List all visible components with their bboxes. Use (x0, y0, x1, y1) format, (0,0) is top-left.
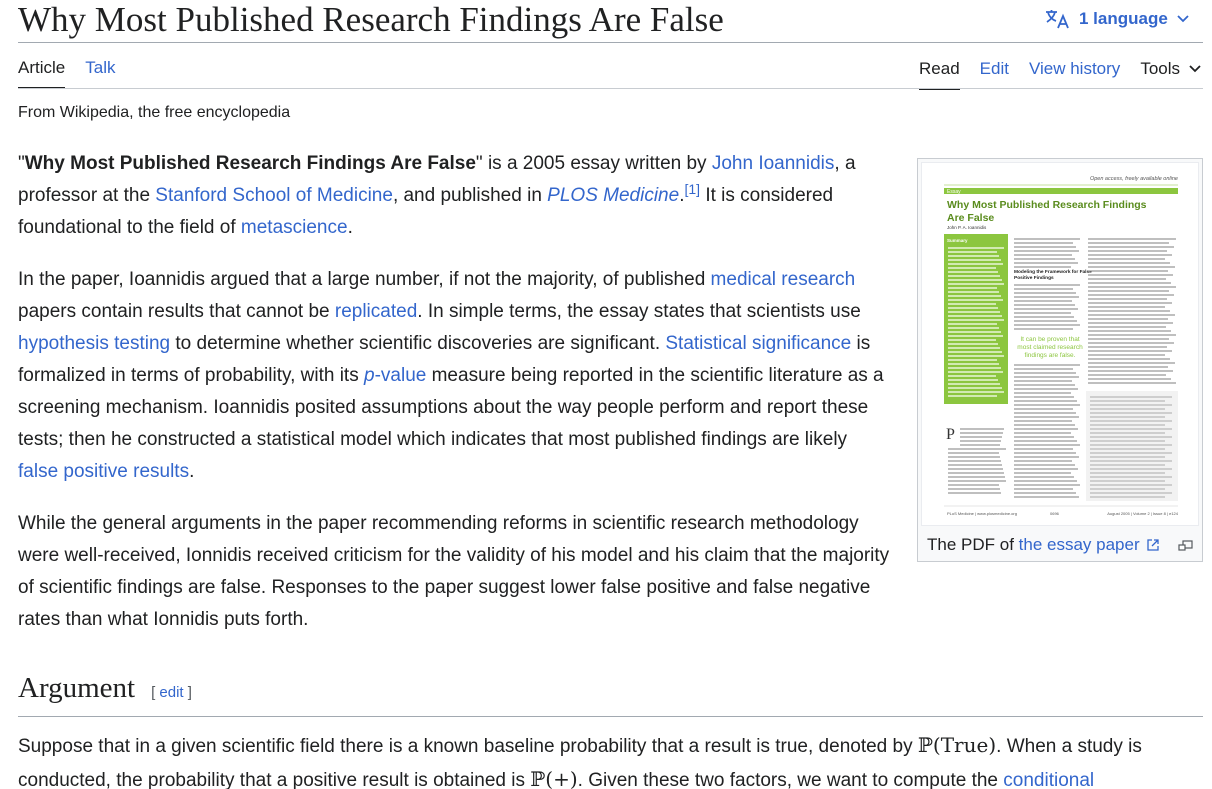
pdf-page-image: Open access, freely available online Ess… (922, 163, 1198, 525)
text: to determine whether scientific discover… (170, 333, 666, 354)
text: " (18, 153, 25, 174)
namespace-tabs: Article Talk (18, 57, 116, 89)
section-heading-argument: Argument [ edit ] (18, 672, 192, 712)
tabs-divider (18, 88, 1203, 89)
text: , a professor at the (18, 153, 856, 206)
site-tagline: From Wikipedia, the free encyclopedia (18, 104, 291, 121)
svg-text:Modeling the Framework for Fal: Modeling the Framework for False (1014, 269, 1092, 275)
svg-text:P: P (946, 426, 955, 443)
pdf-footer-mid: 0696 (1050, 511, 1060, 516)
pdf-author: John P. A. Ioannidis (947, 225, 987, 230)
pdf-kind: Essay (947, 189, 961, 195)
math-p-true: ℙ(True) (917, 733, 997, 757)
page-title: Why Most Published Research Findings Are… (18, 0, 724, 39)
edit-bracket-close: ] (183, 684, 192, 701)
link-essay-paper[interactable]: the essay paper (1018, 535, 1140, 554)
link-john-ioannidis[interactable]: John Ioannidis (711, 153, 835, 174)
link-false-positive-results[interactable]: false positive results (18, 461, 190, 482)
reference-1[interactable]: [1] (684, 181, 701, 197)
article-intro: "Why Most Published Research Findings Ar… (18, 148, 890, 656)
link-plos-medicine[interactable]: PLOS Medicine (547, 185, 680, 206)
text: . (347, 217, 353, 238)
text: . (679, 185, 685, 206)
section-title: Argument (18, 672, 136, 704)
link-replicated[interactable]: replicated (334, 301, 418, 322)
link-conditional[interactable]: conditional (1003, 770, 1095, 789)
enlarge-icon[interactable] (1178, 534, 1193, 560)
tools-label: Tools (1140, 59, 1180, 78)
text: " is a 2005 essay written by (475, 153, 712, 174)
tab-read[interactable]: Read (919, 59, 960, 90)
svg-text:findings are false.: findings are false. (1025, 352, 1076, 359)
text: It is considered foundational to the fie… (18, 185, 834, 238)
intro-paragraph-1: "Why Most Published Research Findings Ar… (18, 148, 890, 244)
text: . In simple terms, the essay states that… (417, 301, 861, 322)
title-divider (18, 42, 1203, 43)
p-value-suffix: -value (374, 365, 427, 386)
bold-title: Why Most Published Research Findings Are… (24, 153, 476, 174)
svg-text:It can be proven that: It can be proven that (1020, 336, 1079, 343)
tools-menu[interactable]: Tools (1140, 59, 1202, 79)
intro-paragraph-3: While the general arguments in the paper… (18, 513, 890, 630)
text: . Given these two factors, we want to co… (577, 770, 1004, 789)
translate-icon (1045, 9, 1071, 29)
text: . When a study is conducted, the probabi… (18, 736, 1142, 789)
edit-bracket-open: [ (151, 684, 160, 701)
text: . (189, 461, 195, 482)
caption-prefix: The PDF of (927, 535, 1019, 554)
tab-article[interactable]: Article (18, 57, 66, 89)
link-metascience[interactable]: metascience (240, 217, 348, 238)
pdf-thumbnail[interactable]: Open access, freely available online Ess… (921, 162, 1199, 526)
section-edit: [ edit ] (151, 684, 192, 701)
pdf-summary-label: Summary (947, 238, 968, 243)
pdf-title-line-1: Why Most Published Research Findings (947, 199, 1147, 211)
text: , and published in (392, 185, 548, 206)
svg-text:Positive Findings: Positive Findings (1014, 275, 1054, 281)
text: Suppose that in a given scientific field… (18, 736, 918, 757)
link-medical-research[interactable]: medical research (710, 269, 856, 290)
link-statistical-significance[interactable]: Statistical significance (665, 333, 852, 354)
text: papers contain results that cannot be (18, 301, 335, 322)
argument-paragraph: Suppose that in a given scientific field… (18, 729, 1203, 789)
tab-view-history[interactable]: View history (1028, 59, 1121, 78)
text: In the paper, Ioannidis argued that a la… (18, 269, 711, 290)
math-p-plus: ℙ(+) (530, 767, 578, 789)
svg-text:most claimed research: most claimed research (1017, 344, 1083, 351)
link-hypothesis-testing[interactable]: hypothesis testing (18, 333, 171, 354)
external-link-icon (1147, 533, 1159, 559)
infobox-caption: The PDF of the essay paper (921, 526, 1199, 559)
p-italic: p (364, 365, 375, 386)
language-button[interactable]: 1 language (1045, 7, 1190, 31)
pdf-title-line-2: Are False (947, 212, 994, 224)
pdf-top-line: Open access, freely available online (1090, 176, 1178, 182)
tab-edit[interactable]: Edit (979, 59, 1009, 78)
infobox: Open access, freely available online Ess… (917, 158, 1203, 562)
text: measure being reported in the scientific… (18, 365, 884, 450)
link-stanford[interactable]: Stanford School of Medicine (155, 185, 393, 206)
text: is formalized in terms of probability, w… (18, 333, 871, 386)
link-p-value[interactable]: p-value (364, 365, 426, 386)
edit-section-link[interactable]: edit (159, 684, 184, 701)
pdf-footer-right: August 2005 | Volume 2 | Issue 8 | e124 (1107, 511, 1178, 516)
section-divider (18, 716, 1203, 717)
pdf-footer-left: PLoS Medicine | www.plosmedicine.org (947, 511, 1017, 516)
intro-paragraph-2: In the paper, Ioannidis argued that a la… (18, 264, 890, 488)
chevron-down-icon (1188, 59, 1202, 79)
view-tabs: Read Edit View history Tools (919, 57, 1202, 90)
chevron-down-icon (1176, 14, 1190, 24)
language-label: 1 language (1079, 9, 1168, 28)
tab-talk[interactable]: Talk (85, 58, 116, 77)
